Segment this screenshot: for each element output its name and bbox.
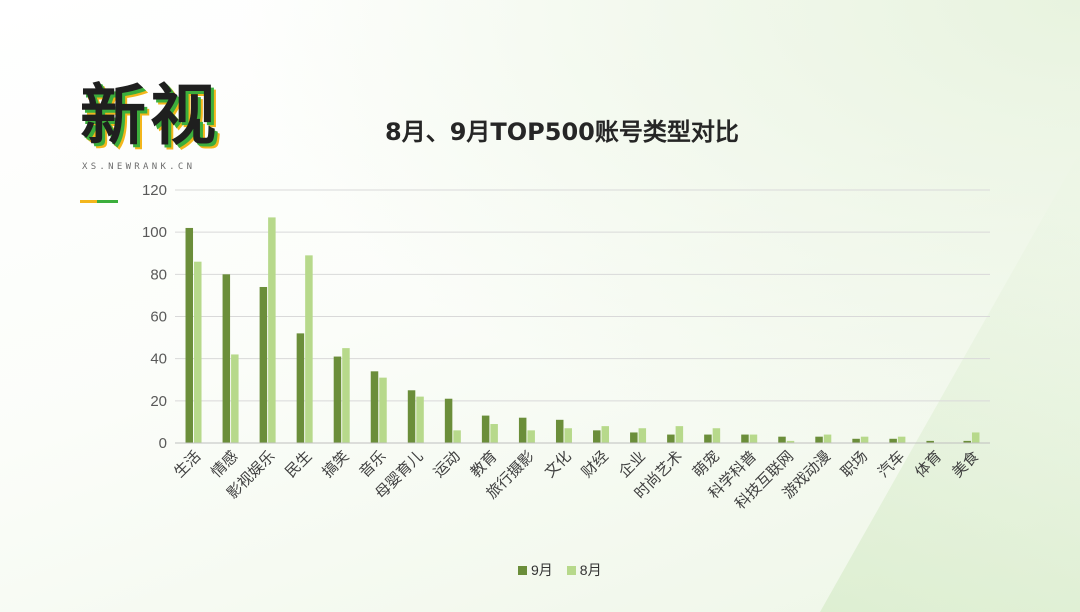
x-tick-label: 民生: [282, 447, 316, 481]
legend-swatch-sep: [518, 565, 527, 575]
bar-sep: [185, 227, 194, 443]
y-tick-label: 0: [159, 435, 167, 452]
bar-sep: [815, 436, 823, 443]
bar-aug: [231, 354, 239, 443]
bar-aug: [342, 348, 350, 443]
bar-sep: [852, 438, 860, 443]
x-tick-label: 生活: [170, 447, 204, 481]
bar-sep: [222, 274, 231, 443]
y-tick-label: 100: [142, 224, 167, 241]
bar-sep: [741, 434, 749, 443]
logo-subtitle: XS.NEWRANK.CN: [82, 162, 196, 172]
legend-swatch-aug: [566, 565, 576, 575]
bar-sep: [667, 434, 675, 443]
x-tick-label: 体育: [911, 447, 945, 481]
y-tick-label: 80: [150, 266, 167, 283]
bar-aug: [749, 434, 758, 443]
bar-aug: [675, 426, 684, 443]
bar-aug: [416, 396, 424, 443]
x-tick-label: 运动: [430, 447, 464, 481]
logo-text: 新视: [80, 77, 220, 154]
bar-aug: [194, 261, 202, 443]
bar-sep: [778, 436, 786, 443]
bar-sep: [555, 419, 564, 443]
bar-aug: [527, 430, 535, 443]
bar-sep: [481, 415, 490, 443]
x-tick-label: 财经: [578, 447, 612, 481]
y-tick-label: 40: [150, 351, 167, 368]
bar-sep: [333, 356, 342, 443]
bar-sep: [296, 333, 305, 443]
bar-aug: [712, 428, 721, 443]
bar-aug: [268, 217, 276, 443]
bar-sep: [370, 371, 379, 443]
legend-item-aug: 8月: [566, 560, 602, 580]
bar-aug: [823, 434, 832, 443]
bar-sep: [407, 390, 416, 443]
chart-title: 8月、9月TOP500账号类型对比: [385, 118, 739, 146]
bar-aug: [786, 440, 795, 443]
bar-sep: [593, 430, 601, 443]
bar-sep: [259, 286, 268, 443]
bar-aug: [897, 436, 906, 443]
bar-sep: [889, 438, 897, 443]
bar-aug: [860, 436, 869, 443]
x-tick-label: 搞笑: [319, 447, 353, 481]
legend-label-aug: 8月: [579, 562, 602, 578]
bar-aug: [971, 432, 980, 443]
bar-aug: [601, 426, 610, 443]
logo: 新视 XS.NEWRANK.CN: [80, 76, 220, 203]
bar-sep: [963, 440, 971, 443]
y-tick-label: 120: [142, 182, 167, 199]
bar-sep: [926, 440, 934, 443]
legend-item-sep: 9月: [518, 560, 553, 580]
bar-aug: [453, 430, 461, 443]
y-tick-label: 20: [150, 393, 167, 410]
logo-underline: [80, 200, 118, 203]
legend-label-sep: 9月: [531, 562, 553, 578]
bar-aug: [490, 424, 498, 443]
chart-legend: 9月 8月: [518, 560, 602, 580]
x-tick-label: 美食: [948, 447, 982, 481]
x-tick-label: 职场: [837, 447, 871, 481]
y-tick-label: 60: [150, 309, 167, 326]
bar-aug: [638, 428, 647, 443]
x-tick-label: 文化: [541, 447, 575, 481]
bar-sep: [444, 398, 453, 443]
x-tick-label: 汽车: [874, 447, 908, 481]
bar-aug: [305, 255, 313, 443]
bar-aug: [379, 377, 387, 443]
bar-sep: [518, 417, 527, 443]
bar-sep: [704, 434, 712, 443]
bar-sep: [630, 432, 638, 443]
bar-aug: [564, 428, 572, 443]
